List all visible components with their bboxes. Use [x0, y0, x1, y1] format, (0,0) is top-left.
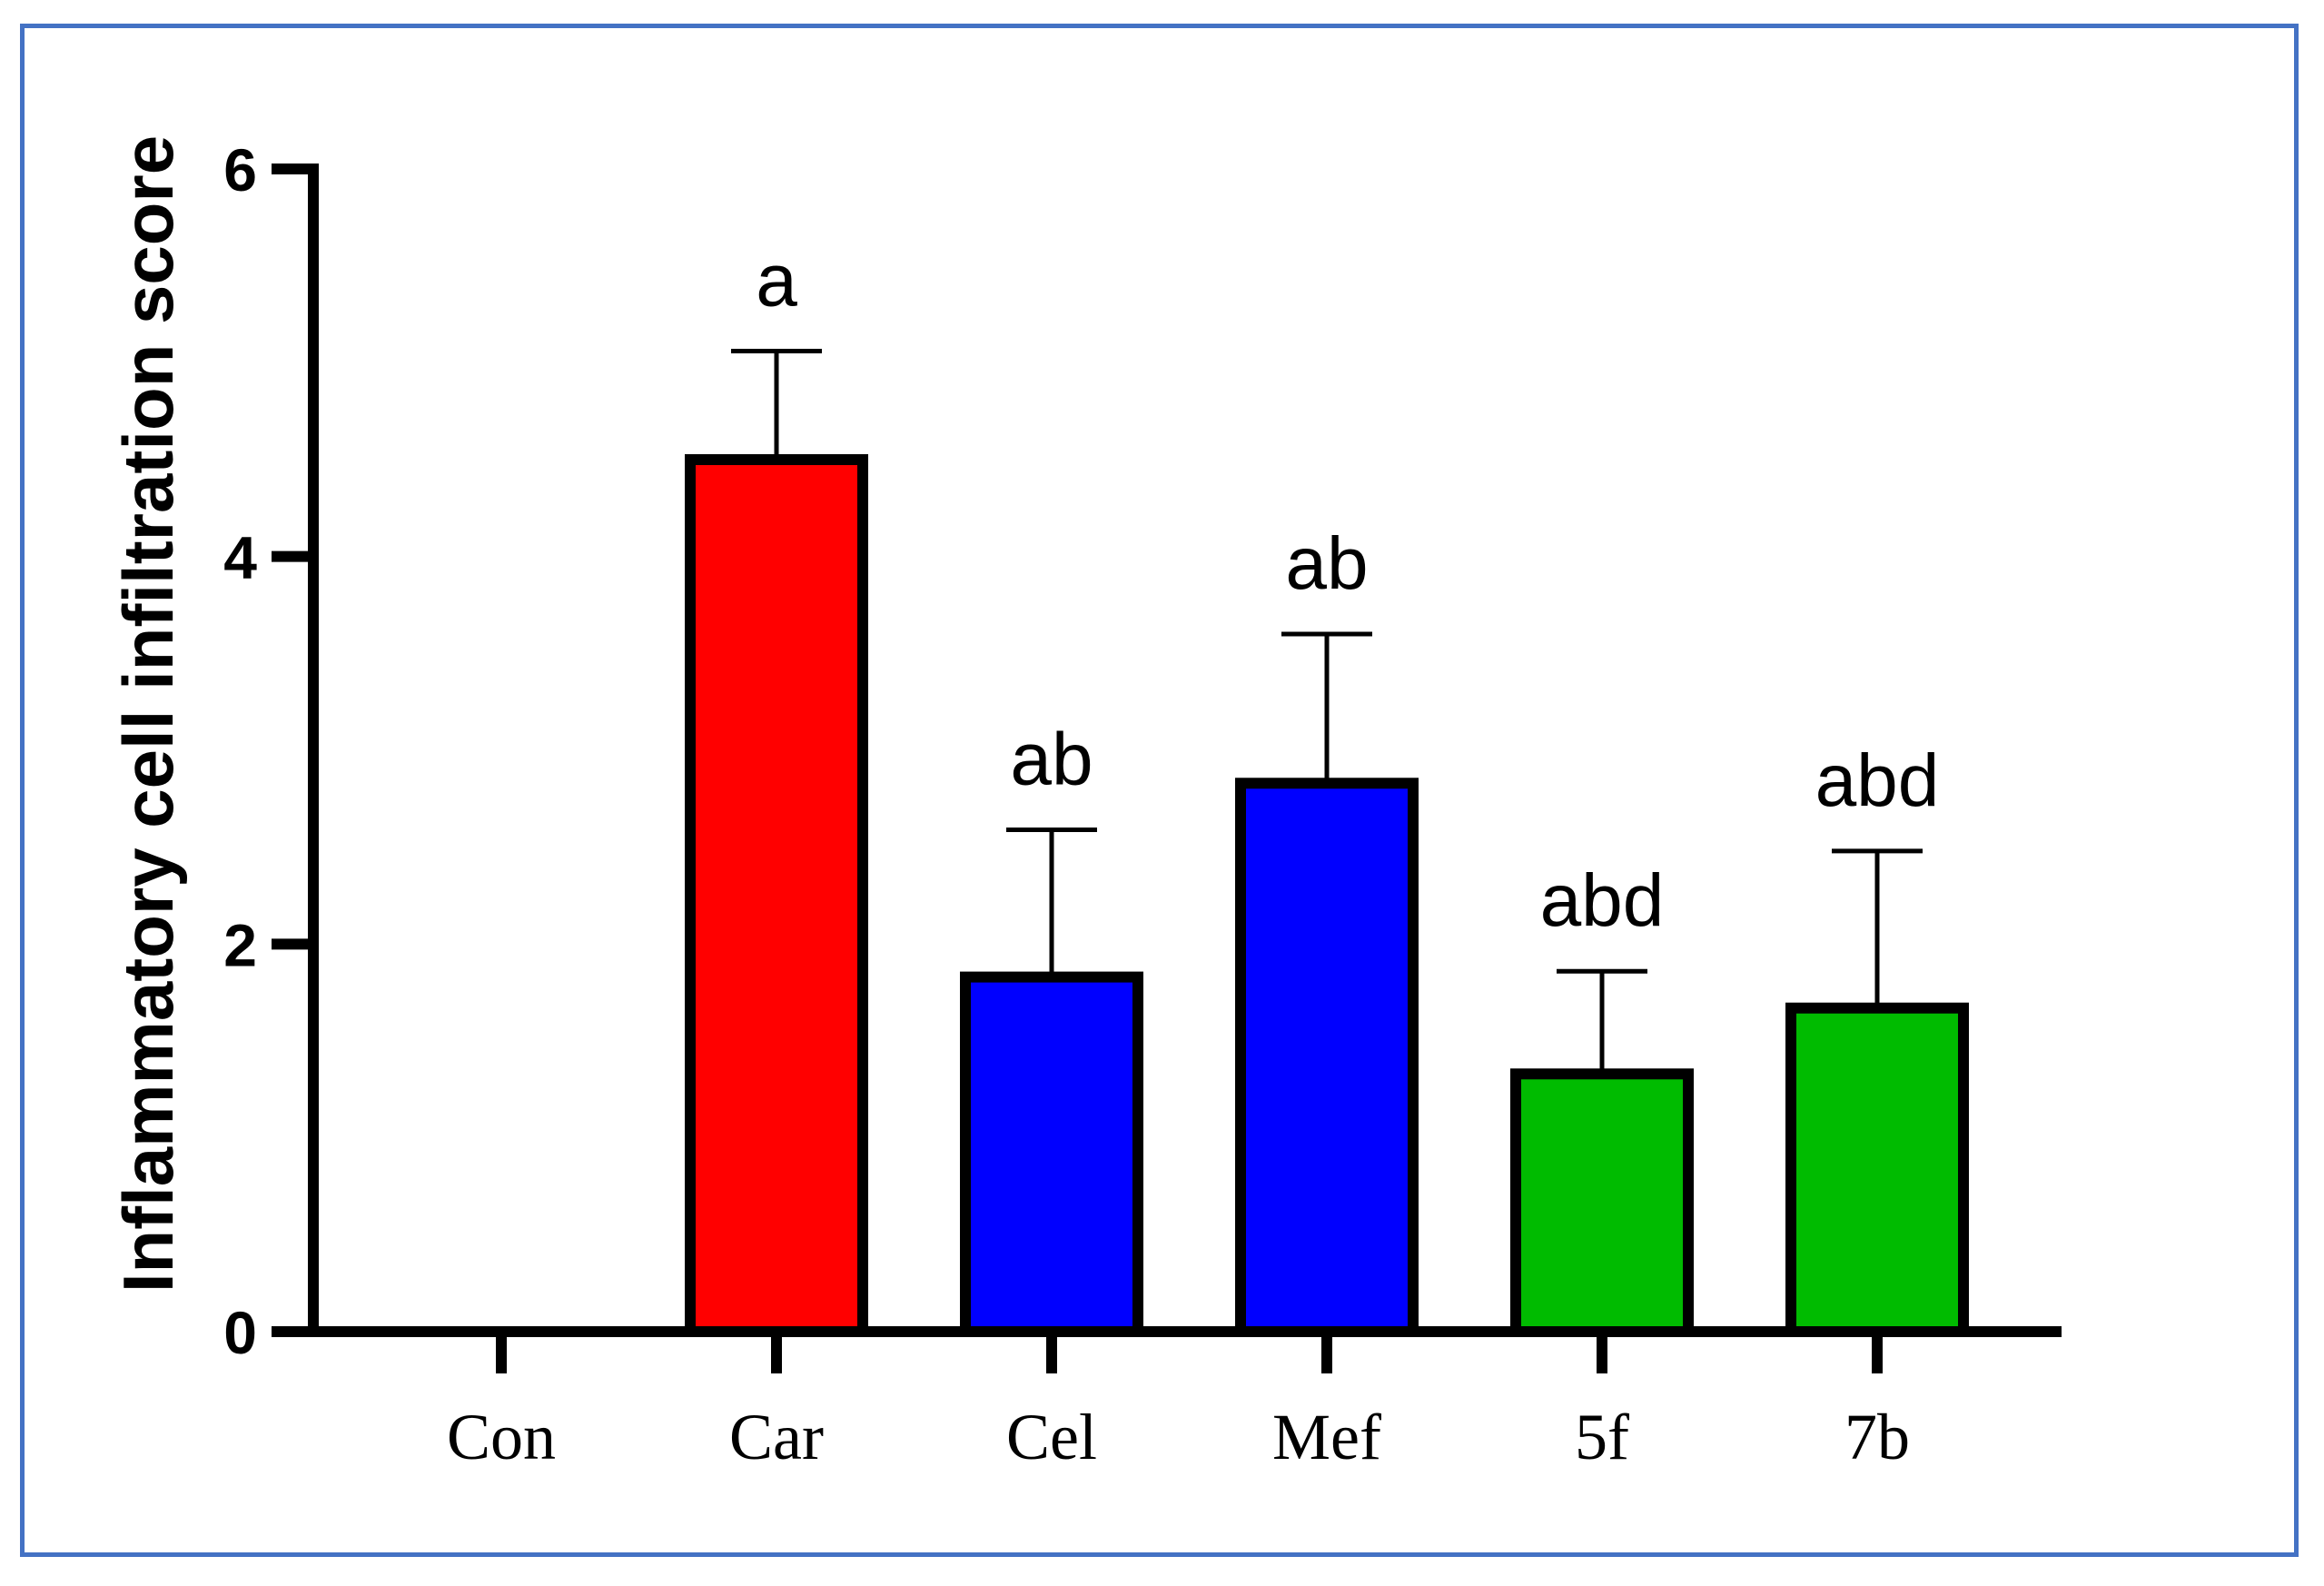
x-ticks-layer: Con Car Cel Mef 5f 7b: [447, 1332, 1910, 1473]
significance-label-mef: ab: [1285, 522, 1368, 605]
significance-label-car: a: [756, 240, 797, 322]
axes-layer: [308, 164, 2062, 1337]
y-tick-label: 4: [223, 524, 257, 591]
x-tick-label-5f: 5f: [1575, 1401, 1629, 1473]
y-ticks-layer: 0 2 4 6: [223, 136, 313, 1366]
bar-5f: [1510, 1068, 1694, 1338]
y-tick-label: 0: [223, 1299, 257, 1366]
x-tick-label-mef: Mef: [1272, 1401, 1381, 1473]
x-tick-label-cel: Cel: [1006, 1401, 1097, 1473]
significance-label-cel: ab: [1010, 718, 1093, 800]
y-axis-label: Inflammatory cell infiltration score: [108, 135, 188, 1293]
significance-label-7b: abd: [1815, 739, 1940, 822]
x-tick-label-7b: 7b: [1844, 1401, 1910, 1473]
y-tick-label: 6: [223, 136, 257, 203]
bar-cel: [960, 971, 1143, 1337]
bar-car: [685, 454, 868, 1337]
error-bars-layer: [731, 349, 1923, 1075]
x-tick-label-car: Car: [729, 1401, 824, 1473]
significance-label-5f: abd: [1540, 859, 1665, 942]
x-tick-label-con: Con: [447, 1401, 556, 1473]
bar-7b: [1785, 1002, 1969, 1337]
bar-mef: [1235, 778, 1419, 1337]
significance-labels-layer: a ab ab abd abd: [756, 240, 1939, 943]
y-tick-label: 2: [223, 911, 257, 978]
